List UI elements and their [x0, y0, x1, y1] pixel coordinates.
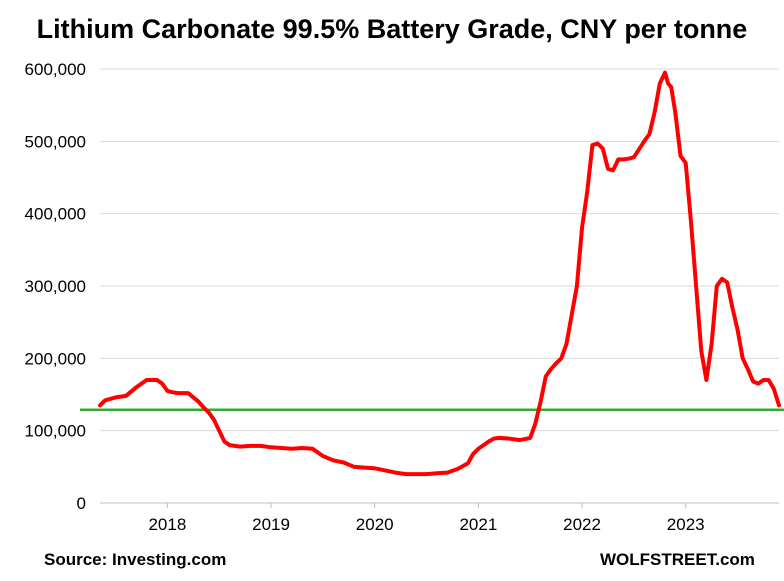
y-tick-label: 300,000	[25, 277, 86, 296]
x-axis-ticks: 2018 2019 2020 2021 2022 2023	[148, 515, 704, 534]
brand-watermark: WOLFSTREET.com	[600, 550, 755, 569]
x-tick-label: 2022	[563, 515, 601, 534]
series-lines	[98, 70, 781, 477]
x-tick-label: 2023	[667, 515, 705, 534]
x-tick-label: 2018	[148, 515, 186, 534]
y-tick-label: 500,000	[25, 132, 86, 151]
x-axis	[100, 502, 779, 508]
y-tick-label: 400,000	[25, 205, 86, 224]
y-tick-label: 0	[77, 494, 86, 513]
x-tick-label: 2021	[459, 515, 497, 534]
series-line	[98, 70, 781, 477]
y-tick-label: 100,000	[25, 422, 86, 441]
source-note: Source: Investing.com	[44, 550, 227, 569]
chart-title: Lithium Carbonate 99.5% Battery Grade, C…	[36, 14, 748, 44]
x-tick-label: 2020	[356, 515, 394, 534]
y-tick-label: 600,000	[25, 60, 86, 79]
gridlines	[100, 68, 779, 432]
y-axis-ticks: 0 100,000 200,000 300,000 400,000 500,000 600,…	[25, 60, 86, 513]
y-tick-label: 200,000	[25, 349, 86, 368]
x-tick-label: 2019	[252, 515, 290, 534]
